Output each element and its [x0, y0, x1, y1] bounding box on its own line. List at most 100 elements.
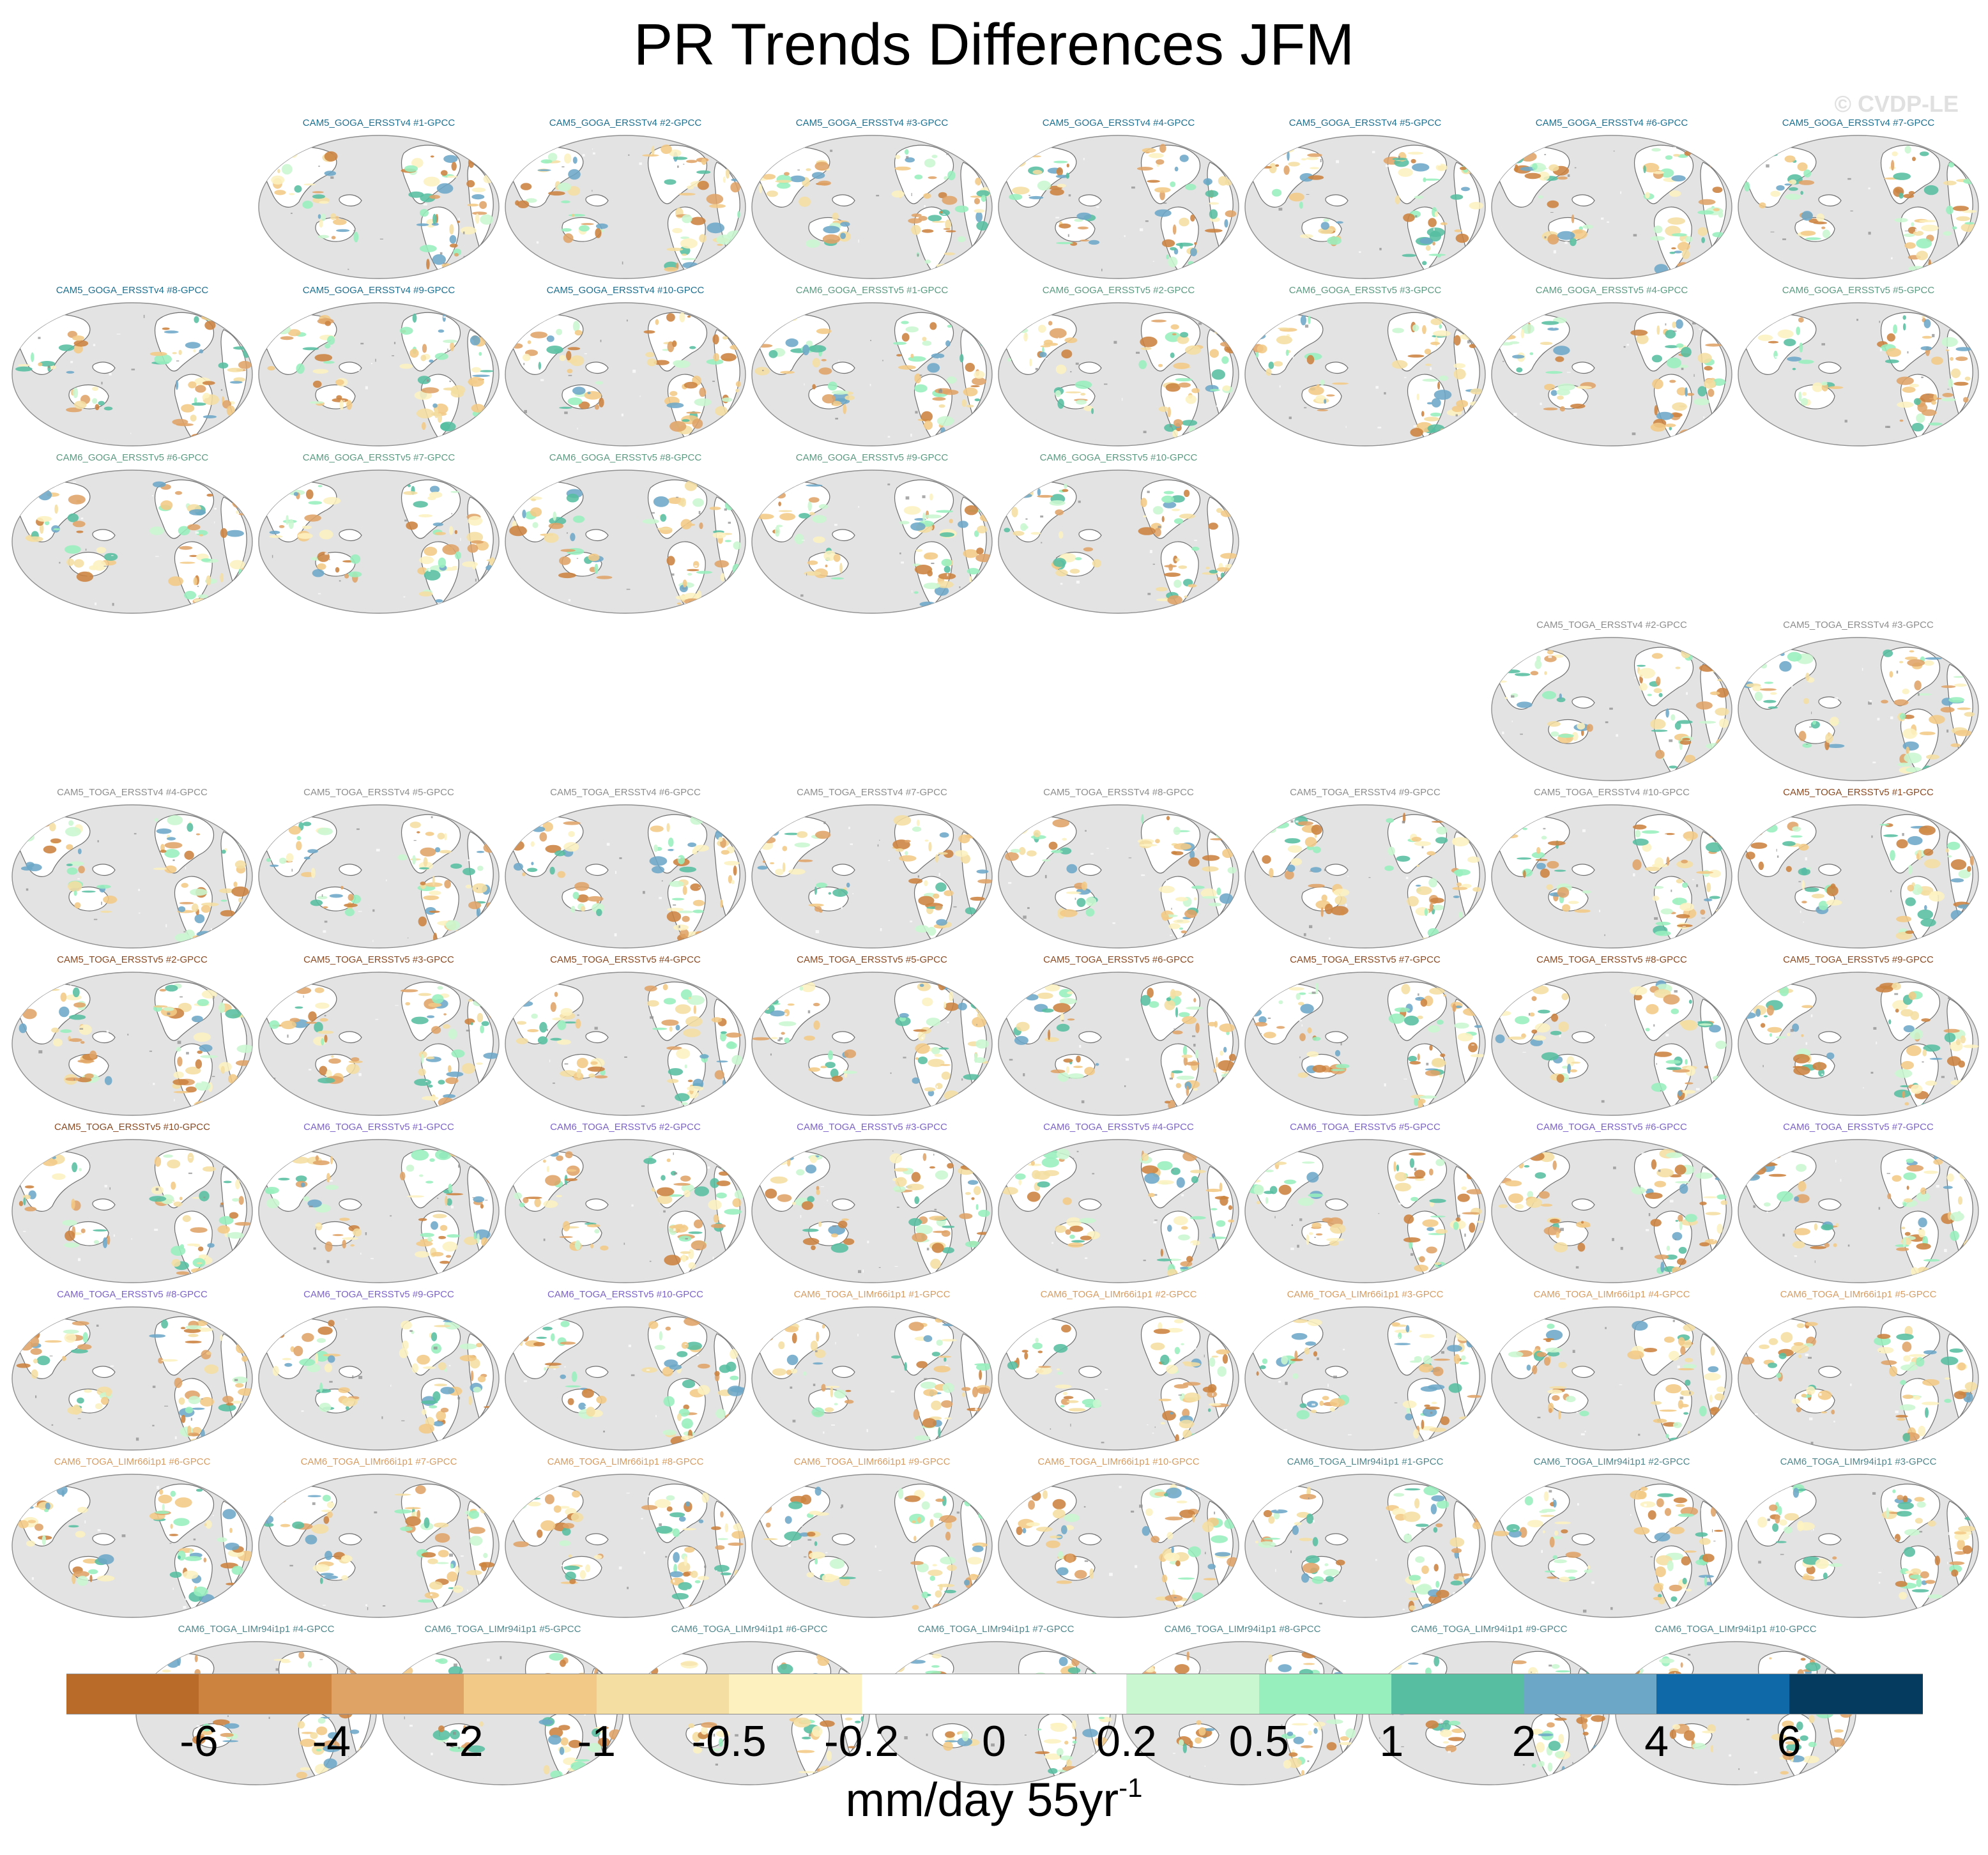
trend-anomaly-cell — [1896, 915, 1912, 922]
small-island — [1564, 241, 1568, 244]
trend-anomaly-cell — [1904, 146, 1911, 154]
trend-anomaly-cell — [977, 1387, 990, 1394]
small-island — [624, 1056, 627, 1058]
trend-anomaly-cell — [572, 386, 586, 395]
trend-anomaly-cell — [554, 991, 558, 997]
trend-anomaly-cell — [824, 1407, 834, 1412]
small-island — [271, 554, 273, 558]
trend-anomaly-cell — [1326, 1238, 1344, 1242]
trend-anomaly-cell — [811, 172, 825, 179]
trend-anomaly-cell — [165, 984, 178, 992]
small-island — [1609, 707, 1613, 710]
trend-anomaly-cell — [1174, 518, 1184, 524]
trend-anomaly-cell — [1193, 1088, 1198, 1091]
small-island — [1713, 935, 1718, 938]
trend-anomaly-cell — [914, 1196, 920, 1204]
trend-anomaly-cell — [73, 387, 79, 399]
trend-anomaly-cell — [652, 866, 664, 874]
trend-anomaly-cell — [1174, 166, 1179, 172]
trend-anomaly-cell — [542, 1326, 553, 1331]
trend-anomaly-cell — [1946, 206, 1954, 215]
small-island — [1811, 158, 1814, 160]
trend-anomaly-cell — [1672, 897, 1687, 905]
trend-anomaly-cell — [477, 1375, 486, 1383]
trend-anomaly-cell — [1419, 1095, 1437, 1099]
trend-anomaly-cell — [1414, 1170, 1426, 1179]
trend-anomaly-cell — [594, 563, 599, 574]
trend-anomaly-cell — [727, 1332, 731, 1337]
page-title: PR Trends Differences JFM — [633, 12, 1355, 77]
trend-anomaly-cell — [1428, 254, 1446, 256]
trend-anomaly-cell — [675, 1025, 680, 1031]
small-island — [1894, 993, 1899, 995]
small-island — [1333, 1060, 1337, 1063]
trend-anomaly-cell — [1654, 264, 1669, 275]
small-island — [1868, 701, 1872, 705]
trend-anomaly-cell — [1501, 162, 1510, 167]
trend-anomaly-cell — [312, 1160, 330, 1166]
small-island — [937, 1085, 938, 1088]
trend-anomaly-cell — [566, 493, 579, 503]
trend-anomaly-cell — [830, 1233, 838, 1238]
trend-anomaly-cell — [1684, 151, 1691, 156]
trend-anomaly-cell — [206, 1352, 211, 1355]
small-island — [696, 1249, 700, 1250]
small-island — [1703, 416, 1705, 418]
trend-anomaly-cell — [544, 533, 559, 543]
trend-anomaly-cell — [1211, 369, 1225, 380]
small-island — [1502, 731, 1504, 735]
trend-anomaly-cell — [1547, 234, 1559, 245]
trend-anomaly-cell — [1899, 660, 1904, 664]
trend-anomaly-cell — [695, 931, 705, 936]
trend-anomaly-cell — [1167, 595, 1182, 605]
trend-anomaly-cell — [799, 513, 810, 519]
land-mass — [477, 1419, 488, 1440]
small-island — [1437, 162, 1441, 166]
trend-anomaly-cell — [1821, 226, 1826, 229]
trend-anomaly-cell — [281, 164, 293, 175]
trend-anomaly-cell — [288, 1322, 292, 1330]
small-island — [672, 235, 674, 237]
trend-anomaly-cell — [1461, 187, 1470, 192]
trend-anomaly-cell — [594, 1229, 600, 1233]
trend-anomaly-cell — [192, 1426, 202, 1434]
trend-anomaly-cell — [1811, 894, 1824, 899]
trend-anomaly-cell — [194, 316, 199, 323]
small-island — [457, 1396, 461, 1400]
small-island — [358, 369, 360, 372]
trend-anomaly-cell — [1180, 332, 1189, 338]
global-map — [1738, 302, 1979, 447]
trend-anomaly-cell — [905, 149, 909, 155]
trend-anomaly-cell — [929, 1166, 935, 1169]
trend-anomaly-cell — [929, 493, 933, 501]
trend-anomaly-cell — [963, 549, 979, 558]
trend-anomaly-cell — [193, 349, 196, 353]
small-island — [834, 524, 837, 526]
small-island — [371, 1258, 374, 1260]
trend-anomaly-cell — [1155, 839, 1160, 844]
trend-anomaly-cell — [184, 929, 195, 939]
trend-anomaly-cell — [437, 413, 443, 423]
trend-anomaly-cell — [903, 506, 921, 515]
trend-anomaly-cell — [1011, 158, 1026, 167]
small-island — [1835, 1159, 1837, 1163]
trend-anomaly-cell — [1311, 824, 1322, 835]
trend-anomaly-cell — [1179, 928, 1184, 930]
trend-anomaly-cell — [1220, 1050, 1224, 1056]
trend-anomaly-cell — [68, 820, 74, 826]
trend-anomaly-cell — [684, 1064, 687, 1069]
trend-anomaly-cell — [642, 519, 659, 524]
trend-anomaly-cell — [775, 868, 784, 876]
panel-title: CAM6_GOGA_ERSSTv5 #6-GPCC — [56, 452, 209, 463]
trend-anomaly-cell — [1422, 378, 1439, 382]
trend-anomaly-cell — [709, 507, 721, 510]
trend-anomaly-cell — [655, 319, 659, 325]
trend-anomaly-cell — [324, 171, 337, 176]
trend-anomaly-cell — [530, 841, 535, 847]
trend-anomaly-cell — [683, 1028, 701, 1037]
trend-anomaly-cell — [266, 1198, 280, 1209]
small-island — [697, 1354, 700, 1357]
trend-anomaly-cell — [468, 901, 481, 910]
trend-anomaly-cell — [1743, 1173, 1760, 1181]
trend-anomaly-cell — [1061, 1324, 1071, 1332]
